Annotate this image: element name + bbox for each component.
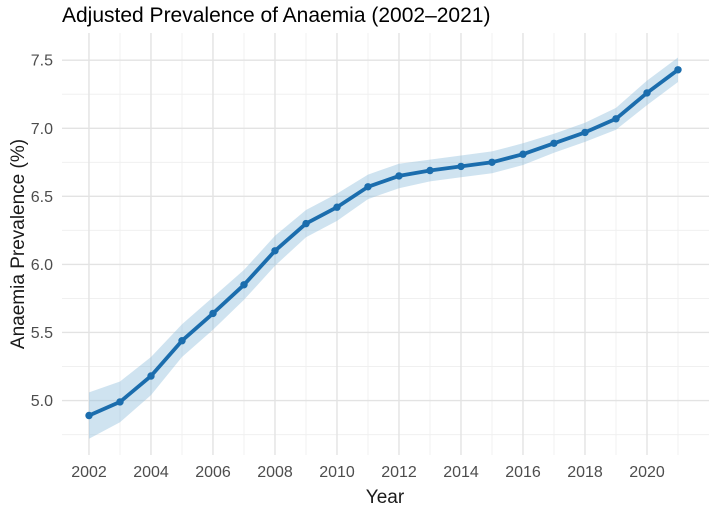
y-tick-label: 7.5 — [31, 53, 53, 70]
x-tick-label: 2016 — [505, 464, 541, 481]
x-tick-label: 2006 — [195, 464, 231, 481]
data-point — [209, 309, 217, 318]
y-tick-label: 7.0 — [31, 121, 53, 138]
y-tick-label: 6.5 — [31, 189, 53, 206]
data-point — [488, 158, 496, 166]
y-tick-label: 5.5 — [31, 325, 53, 342]
x-axis-title: Year — [365, 487, 405, 508]
data-point — [426, 166, 434, 175]
x-tick-label: 2010 — [319, 464, 355, 481]
x-tick-label: 2012 — [381, 464, 417, 481]
x-tick-label: 2002 — [71, 464, 107, 481]
data-point — [364, 183, 372, 191]
data-point — [147, 372, 155, 380]
data-point — [333, 203, 341, 211]
data-point — [581, 128, 589, 137]
x-tick-label: 2008 — [257, 464, 293, 481]
data-point — [240, 281, 248, 289]
confidence-band — [89, 57, 678, 439]
data-point — [519, 150, 527, 158]
data-point — [457, 162, 465, 171]
data-point — [395, 172, 403, 180]
data-point — [643, 89, 651, 97]
y-tick-label: 5.0 — [31, 393, 53, 410]
data-point — [85, 411, 93, 420]
data-point — [612, 115, 620, 123]
chart-title: Adjusted Prevalence of Anaemia (2002–202… — [62, 4, 491, 27]
x-tick-label: 2004 — [133, 464, 169, 481]
data-point — [116, 398, 124, 406]
data-point — [674, 66, 682, 74]
y-tick-label: 6.0 — [31, 257, 53, 274]
x-tick-label: 2020 — [629, 464, 665, 481]
data-point — [178, 337, 186, 345]
x-tick-label: 2018 — [567, 464, 603, 481]
data-point — [550, 139, 558, 147]
data-point — [302, 219, 310, 228]
data-point — [271, 247, 279, 255]
x-tick-label: 2014 — [443, 464, 479, 481]
trend-line — [87, 67, 680, 418]
